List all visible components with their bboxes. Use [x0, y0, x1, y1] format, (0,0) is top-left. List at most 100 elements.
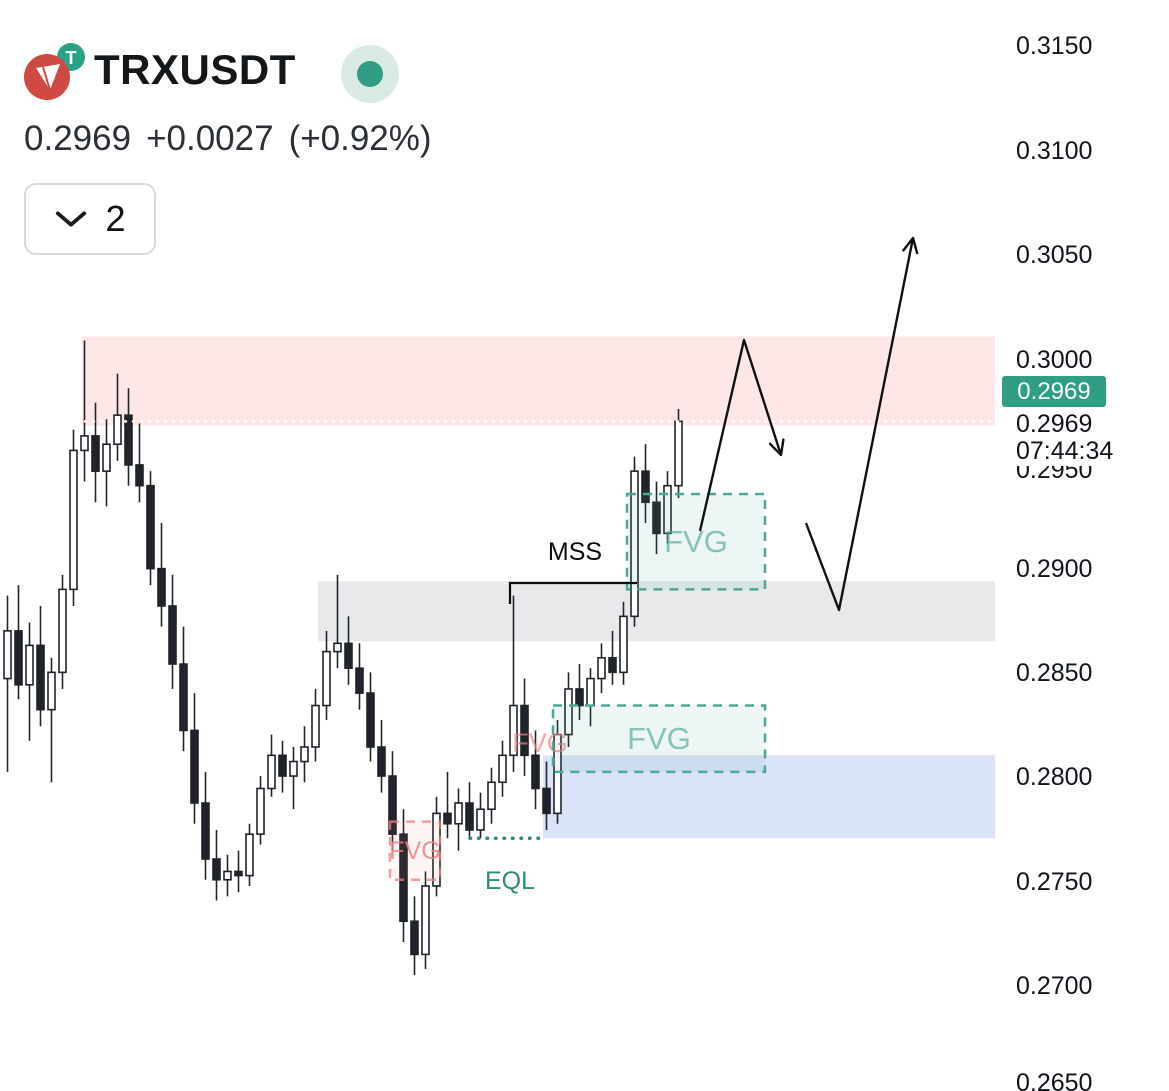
eql-label: EQL: [485, 867, 535, 895]
candle-body: [465, 802, 474, 831]
candle-body: [410, 920, 419, 956]
candle-body: [201, 802, 210, 860]
candle-body: [531, 754, 540, 790]
candle-body: [267, 754, 276, 790]
candle-body: [300, 746, 309, 763]
candle-body: [487, 781, 496, 811]
fvg-label-hidden: FVG: [512, 728, 568, 758]
candle-body: [366, 692, 375, 748]
market-status-indicator[interactable]: [341, 45, 399, 103]
candle-body: [168, 605, 177, 665]
candle-body: [25, 644, 34, 686]
candle-body: [36, 644, 45, 711]
mss-label: MSS: [548, 538, 602, 566]
candle-body: [58, 588, 67, 674]
price-change-percent: (+0.92%): [288, 119, 432, 158]
candle-body: [608, 657, 617, 674]
axis-price-label: 0.2900: [1016, 555, 1093, 583]
candle-body: [597, 657, 606, 680]
candle-countdown: 07:44:34: [1016, 436, 1124, 466]
candle-body: [454, 802, 463, 825]
candle-body: [157, 567, 166, 607]
candle-body: [520, 704, 529, 757]
fvg-label: FVG: [389, 837, 440, 865]
candle-body: [399, 833, 408, 923]
candle-body: [69, 449, 78, 591]
candle-body: [80, 435, 89, 452]
candle-body: [377, 746, 386, 777]
axis-price-label: 0.3050: [1016, 241, 1093, 269]
candle-body: [113, 414, 122, 446]
candle-body: [564, 688, 573, 736]
candle-body: [432, 812, 441, 887]
candle-body: [212, 858, 221, 881]
candle-body: [135, 464, 144, 487]
candle-body: [388, 775, 397, 835]
fvg-box: [388, 820, 442, 881]
quote-row: 0.2969 +0.0027 (+0.92%): [24, 119, 432, 159]
candle-body: [190, 729, 199, 804]
price-line-label: 0.2969: [1016, 410, 1093, 438]
candle-body: [553, 733, 562, 815]
candle-body: [355, 667, 364, 694]
projection-arrow: [698, 338, 785, 532]
candle-body: [586, 677, 595, 707]
candle-body: [421, 885, 430, 956]
candle-body: [14, 630, 23, 686]
candle-body: [344, 642, 353, 670]
symbol-title: TRXUSDT: [94, 46, 296, 93]
candle-body: [245, 833, 254, 877]
axis-price-label: 0.3000: [1016, 346, 1093, 374]
axis-price-label: 0.2650: [1016, 1069, 1093, 1091]
candle-body: [234, 870, 243, 877]
fvg-label: FVG: [627, 721, 691, 756]
candle-body: [542, 787, 551, 815]
candle-body: [443, 812, 452, 825]
candle-body: [476, 808, 485, 831]
usdt-glyph: T: [66, 48, 77, 68]
candle-body: [124, 414, 133, 466]
timeframe-dropdown[interactable]: 2: [24, 183, 156, 255]
tron-glyph-fold: [42, 66, 51, 91]
fvg-box: [551, 704, 767, 774]
candle-body: [575, 688, 584, 707]
axis-price-label: 0.2850: [1016, 659, 1093, 687]
tron-glyph: [36, 64, 60, 90]
candle-body: [102, 443, 111, 472]
status-dot-icon: [357, 61, 383, 87]
axis-price-label: 0.3100: [1016, 137, 1093, 165]
fvg-box: [625, 492, 767, 591]
last-price: 0.2969: [24, 119, 132, 158]
axis-price-label: 0.2800: [1016, 763, 1093, 791]
candle-body: [278, 754, 287, 777]
candle-body: [641, 470, 650, 504]
chevron-down-icon: [56, 211, 87, 227]
timeframe-value: 2: [105, 198, 126, 239]
candle-body: [223, 870, 232, 881]
candle-body: [619, 615, 628, 674]
candle-body: [256, 787, 265, 835]
structure-zone: [318, 581, 995, 642]
candle-body: [509, 704, 518, 757]
trx-usdt-pair-icon: T: [24, 43, 85, 100]
axis-price-label: 0.2750: [1016, 868, 1093, 896]
axis-price-label: 0.3150: [1016, 32, 1093, 60]
candle-body: [289, 760, 298, 777]
fvg-label: FVG: [664, 524, 728, 559]
candle-body: [652, 501, 661, 535]
candle-body: [47, 671, 56, 711]
price-change: +0.0027: [146, 119, 274, 158]
candle-body: [630, 470, 639, 618]
candle-body: [333, 642, 342, 653]
supply-zone: [82, 336, 995, 426]
candle-body: [3, 630, 12, 680]
candle-body: [674, 420, 683, 487]
candle-body: [498, 754, 507, 784]
demand-zone: [543, 755, 995, 839]
current-price-badge: 0.2969: [1002, 376, 1106, 407]
candle-body: [179, 663, 188, 732]
candle-body: [91, 435, 100, 472]
candle-body: [322, 650, 331, 707]
